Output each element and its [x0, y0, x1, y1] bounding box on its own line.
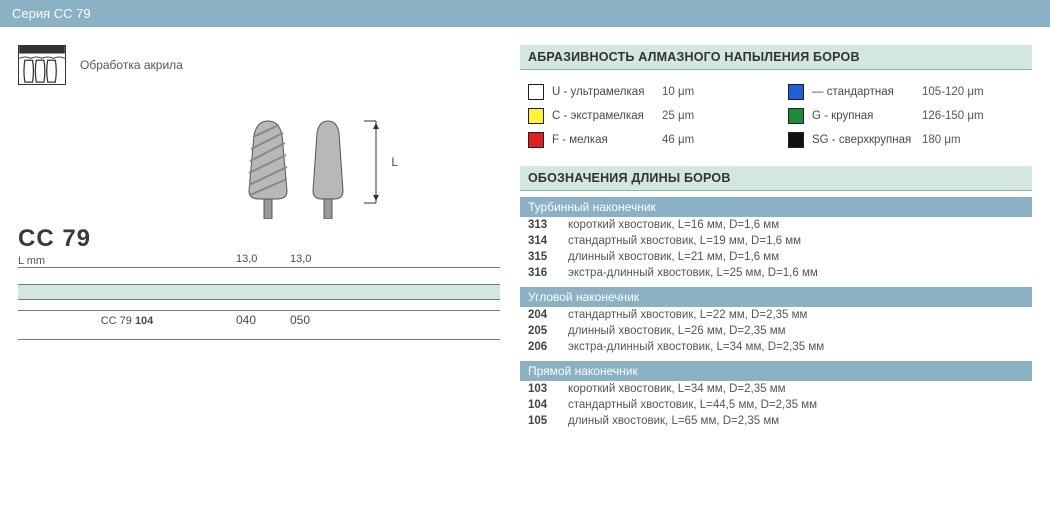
code-row: 103 короткий хвостовик, L=34 мм, D=2,35 м…	[520, 381, 1032, 397]
shank-code: 105	[528, 415, 558, 427]
lmm-label: L mm	[18, 255, 45, 267]
right-column: АБРАЗИВНОСТЬ АЛМАЗНОГО НАПЫЛЕНИЯ БОРОВ U…	[510, 27, 1050, 429]
group-subhead: Прямой наконечник	[520, 361, 1032, 381]
abrasive-code: — стандартная	[812, 86, 916, 98]
length-value-1: 13,0	[236, 253, 290, 267]
color-swatch	[528, 108, 544, 124]
length-groups: Турбинный наконечник 313 короткий хвостови…	[520, 197, 1032, 429]
group-subhead: Угловой наконечник	[520, 287, 1032, 307]
shank-desc: экстра-длинный хвостовик, L=25 мм, D=1,6…	[568, 267, 818, 279]
abrasive-item: — стандартная 105-120 μm	[788, 84, 1038, 100]
application-row: Обработка акрила	[18, 45, 500, 85]
shank-desc: длиный хвостовик, L=65 мм, D=2,35 мм	[568, 415, 779, 427]
length-header: ОБОЗНАЧЕНИЯ ДЛИНЫ БОРОВ	[520, 166, 1032, 191]
code-row: 314 стандартный хвостовик, L=19 мм, D=1,6…	[520, 233, 1032, 249]
bur-shape-2: L	[298, 119, 358, 219]
size-code-row: CC 79 104 040 050	[18, 310, 500, 327]
group-subhead: Турбинный наконечник	[520, 197, 1032, 217]
abrasive-item: F - мелкая 46 μm	[528, 132, 778, 148]
size-code-2: 050	[290, 311, 344, 327]
left-column: Обработка акрила	[0, 27, 510, 429]
shank-desc: стандартный хвостовик, L=19 мм, D=1,6 мм	[568, 235, 801, 247]
application-icon	[18, 45, 66, 85]
abrasive-code: SG - сверхкрупная	[812, 134, 916, 146]
shank-code: 204	[528, 309, 558, 321]
shank-code: 314	[528, 235, 558, 247]
shank-desc: длинный хвостовик, L=21 мм, D=1,6 мм	[568, 251, 779, 263]
code-row: 105 длиный хвостовик, L=65 мм, D=2,35 мм	[520, 413, 1032, 429]
shank-code: 315	[528, 251, 558, 263]
abrasive-code: F - мелкая	[552, 134, 656, 146]
code-row: 313 короткий хвостовик, L=16 мм, D=1,6 мм	[520, 217, 1032, 233]
application-label: Обработка акрила	[80, 58, 183, 72]
color-swatch	[788, 108, 804, 124]
color-swatch	[528, 84, 544, 100]
bur-illustrations: L	[18, 99, 500, 219]
code-row: 204 стандартный хвостовик, L=22 мм, D=2,3…	[520, 307, 1032, 323]
abrasive-code: U - ультрамелкая	[552, 86, 656, 98]
size-code-1: 040	[236, 311, 290, 327]
shank-desc: короткий хвостовик, L=34 мм, D=2,35 мм	[568, 383, 786, 395]
abrasive-item: SG - сверхкрупная 180 μm	[788, 132, 1038, 148]
shank-desc: длинный хвостовик, L=26 мм, D=2,35 мм	[568, 325, 786, 337]
series-bar: Серия CC 79	[0, 0, 1050, 27]
abrasive-item: G - крупная 126-150 μm	[788, 108, 1038, 124]
color-swatch	[528, 132, 544, 148]
abrasive-value: 126-150 μm	[922, 110, 984, 122]
shank-desc: стандартный хвостовик, L=22 мм, D=2,35 м…	[568, 309, 807, 321]
length-row: L mm 13,0 13,0	[18, 253, 500, 268]
shank-desc: стандартный хвостовик, L=44,5 мм, D=2,35…	[568, 399, 817, 411]
abrasive-value: 10 μm	[662, 86, 694, 98]
length-value-2: 13,0	[290, 253, 344, 267]
product-code-bold: 104	[135, 315, 153, 327]
abrasive-value: 46 μm	[662, 134, 694, 146]
shank-code: 316	[528, 267, 558, 279]
abrasive-code: C - экстрамелкая	[552, 110, 656, 122]
shank-code: 313	[528, 219, 558, 231]
abrasive-item: U - ультрамелкая 10 μm	[528, 84, 778, 100]
bur-shape-1	[238, 119, 298, 219]
code-row: 104 стандартный хвостовик, L=44,5 мм, D=2…	[520, 397, 1032, 413]
abrasive-value: 25 μm	[662, 110, 694, 122]
shank-code: 205	[528, 325, 558, 337]
code-row: 205 длинный хвостовик, L=26 мм, D=2,35 мм	[520, 323, 1032, 339]
code-row: 206 экстра-длинный хвостовик, L=34 мм, D=…	[520, 339, 1032, 355]
color-swatch	[788, 132, 804, 148]
abrasive-grid: U - ультрамелкая 10 μm — стандартная 105-12…	[520, 80, 1032, 152]
main: Обработка акрила	[0, 27, 1050, 429]
color-swatch	[788, 84, 804, 100]
bottom-divider	[18, 339, 500, 340]
abrasive-code: G - крупная	[812, 110, 916, 122]
shank-desc: короткий хвостовик, L=16 мм, D=1,6 мм	[568, 219, 779, 231]
shank-code: 104	[528, 399, 558, 411]
product-code: CC 79 104	[18, 313, 236, 327]
l-dimension-bracket	[362, 119, 384, 205]
product-code-prefix: CC 79	[101, 315, 135, 327]
shank-desc: экстра-длинный хвостовик, L=34 мм, D=2,3…	[568, 341, 824, 353]
shank-code: 206	[528, 341, 558, 353]
code-row: 315 длинный хвостовик, L=21 мм, D=1,6 мм	[520, 249, 1032, 265]
abrasive-header: АБРАЗИВНОСТЬ АЛМАЗНОГО НАПЫЛЕНИЯ БОРОВ	[520, 45, 1032, 70]
code-row: 316 экстра-длинный хвостовик, L=25 мм, D=…	[520, 265, 1032, 281]
green-divider	[18, 284, 500, 300]
model-name: CC 79	[18, 225, 500, 253]
abrasive-item: C - экстрамелкая 25 μm	[528, 108, 778, 124]
abrasive-value: 105-120 μm	[922, 86, 984, 98]
shank-code: 103	[528, 383, 558, 395]
l-dimension-label: L	[391, 155, 398, 169]
abrasive-value: 180 μm	[922, 134, 961, 146]
